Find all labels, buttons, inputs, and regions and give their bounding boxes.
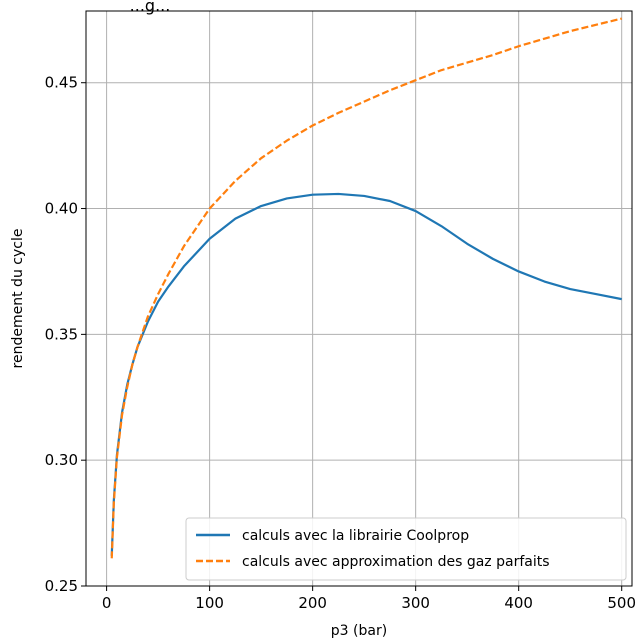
y-tick-label: 0.30 [45, 451, 78, 469]
x-tick-label: 0 [102, 594, 112, 612]
y-tick-label: 0.25 [45, 577, 78, 595]
x-tick-label: 500 [607, 594, 636, 612]
x-tick-label: 300 [401, 594, 430, 612]
y-tick-label: 0.45 [45, 74, 78, 92]
plot-series [110, 17, 622, 559]
axis-ticks: 0 100 200 300 400 500 0.25 0.30 0.35 0.40 0.45 [45, 74, 636, 612]
x-axis-label: p3 (bar) [331, 623, 387, 639]
plot-frame [85, 10, 633, 587]
series-line-1 [110, 192, 622, 556]
x-tick-label: 100 [195, 594, 224, 612]
x-tick-label: 200 [298, 594, 327, 612]
grid [86, 11, 632, 587]
legend-label-1: calculs avec la librairie Coolprop [242, 528, 469, 544]
y-axis-label: rendement du cycle [10, 229, 26, 369]
legend: calculs avec la librairie Coolprop calcul… [185, 517, 627, 581]
y-tick-label: 0.40 [45, 200, 78, 218]
legend-label-2: calculs avec approximation des gaz parfa… [242, 554, 550, 570]
legend-box [185, 517, 627, 581]
y-tick-label: 0.35 [45, 325, 78, 343]
series-line-2 [110, 17, 622, 559]
x-tick-label: 400 [504, 594, 533, 612]
chart-title: ...g... [130, 0, 171, 15]
